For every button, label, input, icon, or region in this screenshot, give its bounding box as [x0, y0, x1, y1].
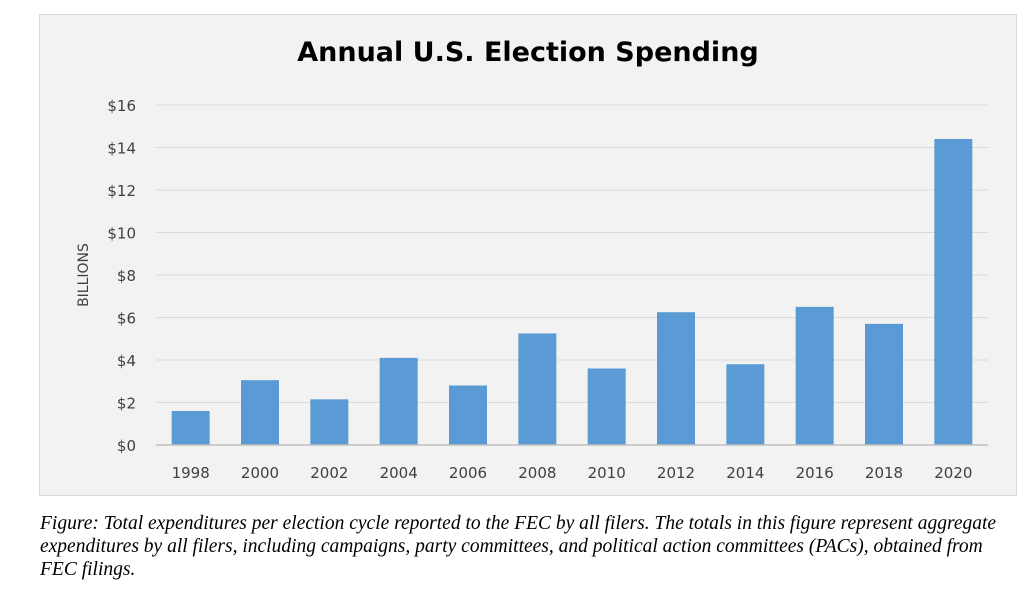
y-tick-label: $0: [117, 437, 136, 455]
bar-2012: [657, 312, 695, 445]
bar-2010: [587, 368, 626, 445]
bar-2018: [865, 323, 903, 445]
bar-1998: [171, 411, 210, 445]
y-tick-label: $14: [107, 140, 136, 158]
y-tick-label: $6: [117, 310, 136, 328]
x-tick-label: 2006: [449, 464, 487, 482]
x-tick-label: 2018: [865, 464, 903, 482]
y-tick-label: $4: [117, 352, 136, 370]
bar-2000: [241, 380, 279, 445]
x-tick-label: 2008: [518, 464, 556, 482]
bar-2014: [726, 364, 765, 445]
y-axis-title: BILLIONS: [76, 243, 92, 307]
bar-2004: [379, 357, 418, 445]
y-tick-label: $16: [107, 97, 136, 115]
x-tick-label: 2016: [796, 464, 834, 482]
chart-title: Annual U.S. Election Spending: [297, 37, 759, 68]
y-tick-label: $8: [117, 267, 136, 285]
chart-panel: Annual U.S. Election Spending $0 $2 $4 $6 $8…: [39, 14, 1017, 496]
x-tick-label: 2010: [588, 464, 626, 482]
y-tick-label: $10: [107, 225, 136, 243]
x-tick-label: 2014: [726, 464, 764, 482]
x-tick-label: 2002: [310, 464, 348, 482]
bar-2002: [310, 399, 349, 445]
bar-2006: [449, 385, 487, 445]
bar-2008: [518, 333, 557, 445]
bar-chart: $0 $2 $4 $6 $8 $10 $12 $14 $16 1998 2000 2002 2004 20…: [76, 97, 988, 482]
x-tick-label: 2012: [657, 464, 695, 482]
bar-2020: [934, 139, 973, 445]
x-tick-label: 2004: [380, 464, 418, 482]
y-tick-label: $2: [117, 395, 136, 413]
y-tick-label: $12: [107, 182, 136, 200]
bar-2016: [795, 306, 834, 445]
figure-caption: Figure: Total expenditures per election …: [40, 513, 997, 580]
x-tick-label: 2020: [934, 464, 972, 482]
x-tick-label: 2000: [241, 464, 279, 482]
x-tick-label: 1998: [172, 464, 210, 482]
